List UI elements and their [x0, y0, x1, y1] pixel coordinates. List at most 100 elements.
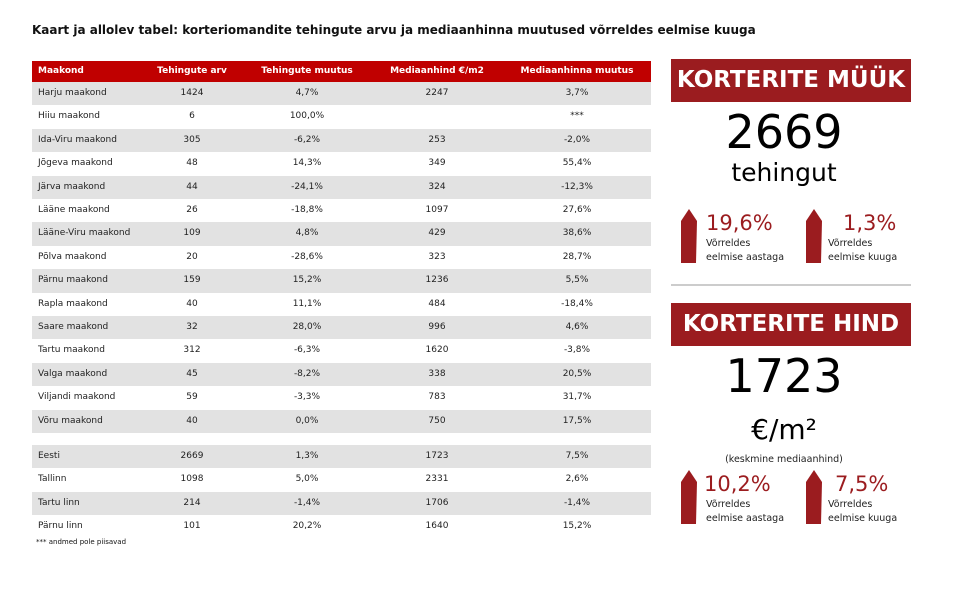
table-cell: 349: [428, 158, 446, 169]
table-cell: Eesti: [38, 451, 60, 461]
table-cell: 15,2%: [292, 275, 322, 286]
table-cell: 3,7%: [565, 88, 589, 98]
row-bg: [32, 491, 651, 516]
table-cell: -8,2%: [293, 368, 321, 379]
header-cell: Maakond: [38, 66, 84, 76]
header-cell: Tehingute muutus: [261, 66, 353, 76]
title: Kaart ja allolev tabel: korteriomandite …: [32, 23, 756, 37]
table-cell: -3,3%: [293, 392, 321, 403]
table-cell: -18,8%: [291, 205, 323, 215]
table-cell: Saare maakond: [38, 322, 109, 332]
table-cell: 0,0%: [295, 415, 319, 426]
table-cell: 26: [186, 205, 198, 215]
panel-value: 2669: [725, 105, 843, 159]
table-cell: 59: [186, 392, 198, 403]
table-cell: -6,3%: [293, 345, 321, 356]
table-cell: Ida-Viru maakond: [38, 134, 117, 145]
table-cell: 100,0%: [289, 111, 325, 122]
table-cell: 429: [428, 228, 446, 239]
table-cell: 214: [183, 497, 201, 508]
table-cell: Tartu linn: [38, 497, 80, 508]
row-bg: [32, 269, 651, 293]
up-arrow: [806, 209, 822, 263]
table-cell: Viljandi maakond: [38, 392, 116, 403]
panel-heading: KORTERITE HIND: [671, 303, 911, 346]
table-cell: -28,6%: [291, 251, 323, 262]
header-cell: Tehingute arv: [157, 66, 227, 76]
change-value: 7,5%: [835, 472, 889, 496]
divider: [671, 284, 911, 286]
table-cell: 6: [189, 111, 195, 122]
table-cell: 253: [428, 134, 446, 145]
row-bg: [32, 128, 651, 153]
table-cell: 45: [186, 368, 198, 379]
table-cell: Valga maakond: [38, 368, 108, 379]
table-cell: 484: [428, 298, 446, 309]
table-cell: -18,4%: [561, 298, 593, 309]
table-cell: 17,5%: [562, 415, 592, 426]
table-cell: -6,2%: [293, 134, 321, 145]
table-cell: 20: [186, 251, 198, 262]
change-label: Võrreldes eelmise kuuga: [828, 238, 898, 263]
table-cell: 2331: [425, 474, 449, 485]
table-cell: Rapla maakond: [38, 298, 108, 309]
panel-heading: KORTERITE MÜÜK: [671, 59, 911, 102]
panel-note: (keskmine mediaanhind): [725, 454, 843, 465]
table-cell: Pärnu maakond: [38, 275, 108, 286]
table-cell: 2,6%: [565, 474, 589, 485]
table-cell: 750: [428, 415, 446, 426]
table-cell: 324: [428, 181, 446, 192]
table-cell: 20,2%: [292, 521, 322, 532]
table-cell: -12,3%: [561, 181, 593, 192]
table-cell: 305: [183, 134, 201, 145]
table-cell: Lääne maakond: [38, 205, 110, 215]
table-cell: -1,4%: [563, 497, 591, 508]
change-label: Võrreldes eelmise aastaga: [706, 238, 785, 263]
panel-unit: tehingut: [731, 158, 837, 187]
table-cell: 4,6%: [565, 322, 589, 332]
table-cell: 323: [428, 251, 446, 262]
table-cell: ***: [570, 111, 584, 122]
panel-value: 1723: [725, 349, 843, 403]
table-cell: 783: [428, 392, 446, 403]
table-cell: 4,8%: [295, 228, 319, 239]
row-bg: [32, 362, 651, 387]
table-cell: 1620: [425, 345, 449, 356]
table-cell: 40: [186, 298, 198, 309]
up-arrow: [806, 470, 822, 524]
table-cell: Tartu maakond: [38, 345, 105, 356]
table-cell: Lääne-Viru maakond: [38, 228, 131, 239]
table-cell: 2247: [425, 88, 449, 98]
table-cell: 7,5%: [565, 451, 589, 461]
change-value: 10,2%: [704, 472, 771, 496]
table-cell: 1424: [180, 88, 204, 98]
table-cell: 2669: [180, 451, 204, 461]
table-cell: Võru maakond: [38, 415, 103, 426]
table-cell: 48: [186, 158, 198, 169]
table-cell: Harju maakond: [38, 88, 107, 98]
table-cell: -2,0%: [563, 134, 591, 145]
table-cell: Hiiu maakond: [38, 111, 100, 122]
table-cell: 1,3%: [295, 451, 319, 461]
header-cell: Mediaanhinna muutus: [520, 66, 634, 76]
table-cell: 1097: [425, 205, 449, 215]
table-cell: 159: [183, 275, 201, 286]
table-cell: -24,1%: [291, 181, 323, 192]
table-cell: Järva maakond: [38, 181, 106, 192]
up-arrow: [681, 470, 697, 524]
table-cell: 28,7%: [562, 251, 592, 262]
row-bg: [32, 175, 651, 199]
change-label: Võrreldes eelmise aastaga: [706, 499, 785, 524]
table-cell: 20,5%: [562, 368, 592, 379]
table-cell: 11,1%: [292, 298, 322, 309]
header-cell: Mediaanhind €/m2: [390, 66, 484, 76]
table-cell: 996: [428, 322, 446, 332]
table-cell: Põlva maakond: [38, 251, 107, 262]
table-cell: 5,0%: [295, 474, 319, 485]
table-cell: 55,4%: [562, 158, 592, 169]
table-cell: 5,5%: [565, 275, 589, 286]
table-cell: 40: [186, 415, 198, 426]
table-cell: 32: [186, 322, 198, 332]
table-cell: 1640: [425, 521, 449, 532]
